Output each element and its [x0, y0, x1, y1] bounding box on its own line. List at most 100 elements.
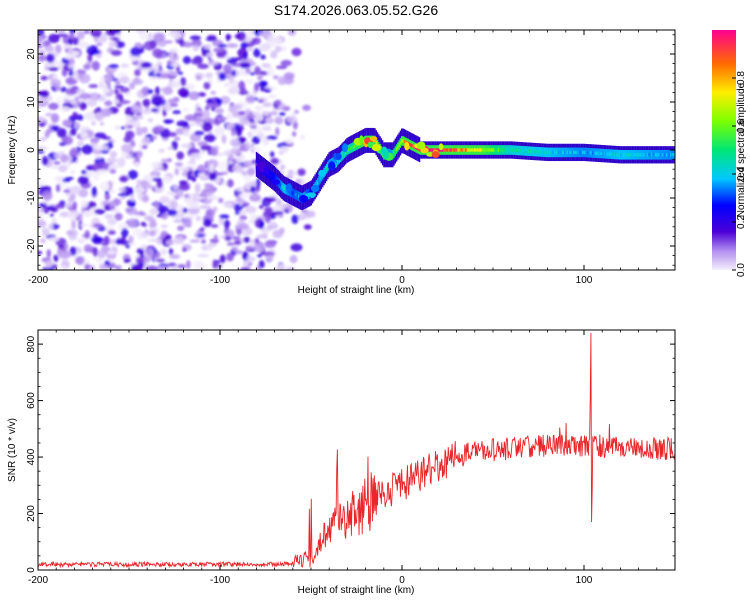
ridge-core-strip: [629, 153, 631, 157]
ridge-core-strip: [353, 144, 356, 148]
noise-blob: [97, 249, 106, 259]
ridge-core-strip: [541, 150, 543, 154]
ridge-core-strip: [336, 158, 338, 163]
noise-blob: [158, 148, 165, 153]
noise-blob: [130, 46, 142, 57]
noise-blob: [38, 34, 44, 45]
noise-blob: [208, 163, 215, 173]
noise-blob: [78, 188, 89, 198]
ridge-core-strip: [635, 153, 637, 157]
noise-blob: [155, 70, 167, 74]
noise-blob: [189, 35, 202, 41]
noise-blob: [169, 63, 182, 67]
noise-blob: [195, 121, 204, 127]
noise-blob: [262, 110, 270, 116]
noise-blob: [72, 111, 78, 118]
ridge-core-strip: [612, 152, 614, 156]
y-tick-label: -10: [26, 190, 37, 205]
ridge-core-strip: [616, 152, 618, 157]
ridge-core-strip: [527, 149, 529, 153]
ridge-core-strip: [671, 153, 673, 157]
ridge-core-strip: [457, 148, 459, 152]
ridge-core-strip: [490, 148, 492, 152]
noise-blob: [63, 98, 71, 104]
noise-blob: [214, 126, 225, 136]
noise-blob: [275, 263, 287, 270]
noise-blob: [95, 169, 108, 176]
noise-blob: [146, 184, 153, 189]
noise-blob: [304, 210, 316, 218]
ridge-core-strip: [601, 151, 603, 156]
ridge-core-strip: [495, 148, 497, 152]
ridge-core-strip: [271, 174, 273, 179]
noise-blob: [109, 169, 117, 174]
noise-blob: [101, 32, 108, 43]
noise-blob: [234, 199, 247, 203]
noise-blob: [216, 116, 228, 121]
ridge-core-strip: [469, 148, 472, 152]
noise-blob: [118, 94, 123, 103]
noise-blob: [114, 198, 122, 206]
noise-blob: [238, 223, 249, 230]
noise-blob: [67, 64, 76, 69]
noise-blob: [242, 260, 249, 267]
ridge-core-strip: [355, 143, 357, 148]
noise-blob: [169, 53, 175, 64]
ridge-core-strip: [584, 150, 586, 155]
ridge-core-strip: [664, 153, 667, 157]
noise-blob: [58, 106, 71, 113]
noise-blob: [134, 161, 140, 168]
ridge-core-strip: [562, 150, 565, 155]
noise-blob: [302, 104, 311, 111]
noise-blob: [224, 202, 233, 208]
noise-blob: [242, 202, 250, 207]
noise-blob: [128, 235, 134, 244]
noise-blob: [113, 88, 120, 95]
noise-blob: [167, 146, 174, 151]
noise-blob: [49, 213, 54, 217]
noise-blob: [95, 155, 103, 159]
ridge-core-strip: [395, 147, 398, 151]
noise-blob: [206, 35, 217, 39]
noise-blob: [216, 98, 223, 105]
ridge-core-strip: [615, 152, 617, 157]
noise-blob: [170, 192, 176, 197]
ridge-core-strip: [544, 150, 547, 154]
noise-blob: [42, 267, 51, 270]
ridge-core-strip: [575, 150, 577, 155]
ridge-core-strip: [451, 148, 454, 152]
noise-blob: [234, 34, 241, 39]
noise-blob: [225, 73, 233, 79]
ridge-core-strip: [375, 141, 377, 145]
noise-blob: [270, 50, 278, 59]
ridge-blob: [367, 141, 373, 149]
noise-blob: [38, 90, 47, 96]
noise-blob: [143, 256, 152, 263]
ridge-core-strip: [272, 175, 274, 180]
noise-blob: [88, 179, 93, 184]
noise-blob: [41, 155, 49, 166]
noise-blob: [289, 255, 298, 264]
noise-blob: [170, 48, 177, 52]
noise-blob: [81, 144, 94, 155]
noise-blob: [176, 151, 185, 160]
ridge-core-strip: [650, 153, 653, 157]
ridge-core-strip: [595, 151, 598, 155]
noise-blob: [40, 75, 48, 81]
ridge-core-strip: [316, 181, 319, 185]
noise-blob: [206, 52, 215, 57]
snr-y-label: SNR (10 * v/v): [7, 418, 18, 482]
noise-blob: [261, 227, 269, 236]
noise-blob: [69, 98, 76, 105]
ridge-core-strip: [500, 148, 502, 152]
noise-blob: [111, 209, 120, 214]
noise-blob: [224, 235, 232, 241]
noise-blob: [79, 92, 92, 100]
ridge-blob: [299, 195, 309, 203]
ridge-core-strip: [654, 153, 656, 157]
noise-blob: [272, 37, 283, 46]
ridge-core-strip: [446, 148, 449, 152]
noise-blob: [125, 130, 135, 139]
noise-blob: [104, 190, 109, 195]
